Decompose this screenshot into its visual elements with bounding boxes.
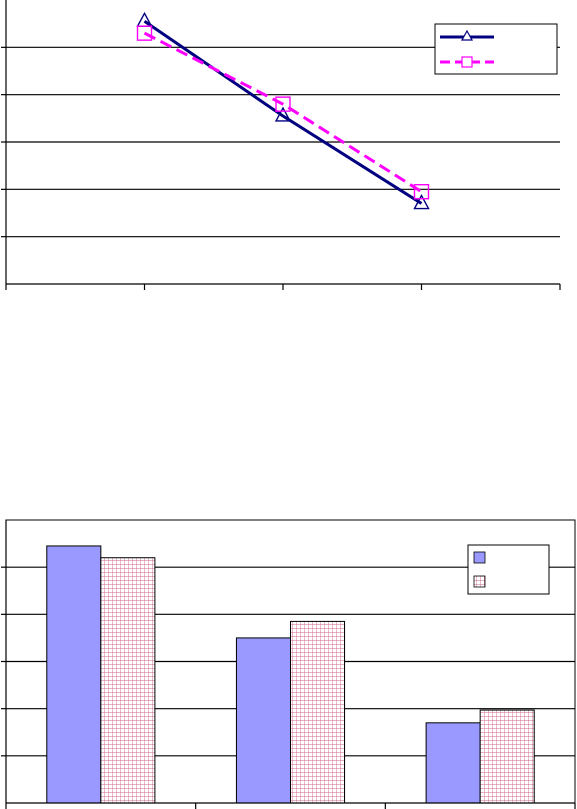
line-point-marker: [275, 96, 291, 112]
bar-series-2-bar: [100, 557, 156, 804]
bar-legend-swatch-1: [473, 551, 486, 564]
bar-legend-entry-1: [473, 551, 486, 564]
bar-series-2-bar: [290, 620, 346, 804]
bar-series-1-bar: [46, 545, 102, 804]
line-point-marker: [274, 106, 292, 122]
line-point-marker: [136, 25, 153, 41]
bar-legend-swatch-2: [473, 575, 486, 588]
line-legend-marker-2: [461, 56, 473, 68]
line-point-marker: [413, 183, 430, 200]
line-series-2: [143, 31, 423, 193]
line-series-1: [143, 20, 423, 205]
line-legend-entry-2: [440, 56, 494, 68]
line-chart-series: [136, 11, 430, 210]
line-chart-gridlines: [6, 46, 560, 238]
bar-series-1-bar: [235, 637, 292, 804]
bar-series-2-bar: [479, 709, 535, 804]
bar-chart-y-ticks: [1, 566, 6, 757]
bar-chart-legend: [467, 544, 550, 595]
bar-chart: [1, 519, 576, 809]
line-chart-y-ticks: [1, 46, 6, 238]
line-legend-box: [434, 23, 558, 75]
line-point-marker: [413, 194, 430, 210]
line-legend-entry-1: [440, 29, 494, 41]
bar-chart-x-ticks: [5, 803, 576, 809]
line-chart: [1, 0, 561, 290]
line-legend-marker-1: [460, 29, 474, 41]
line-chart-x-ticks: [5, 284, 561, 290]
line-chart-legend: [434, 23, 558, 75]
bar-legend-entry-2: [473, 575, 486, 588]
bar-series-1-bar: [425, 722, 481, 804]
